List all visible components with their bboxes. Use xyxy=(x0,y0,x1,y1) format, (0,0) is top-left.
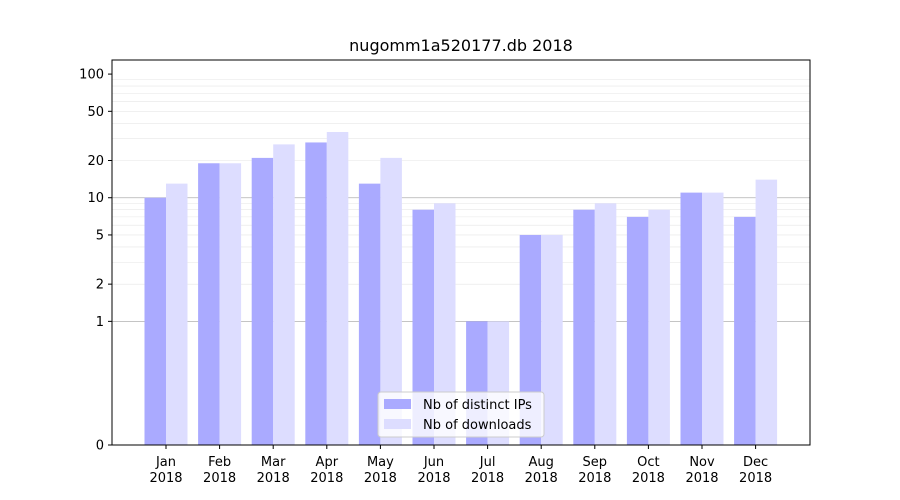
axes: 0 1 2 5 10 20 50 100 Jan 2018 Feb 2018 Mar 2018 Apr 201… xyxy=(79,59,811,486)
bar-distinct-ips xyxy=(358,183,381,445)
bar-downloads xyxy=(594,203,617,445)
bar-downloads xyxy=(434,203,456,445)
plot-frame xyxy=(111,59,811,446)
bar-distinct-ips xyxy=(251,157,274,446)
chart-title: nugomm1a520177.db 2018 xyxy=(349,36,573,55)
x-tick-label: Feb 2018 xyxy=(203,455,236,486)
bar-distinct-ips xyxy=(680,192,702,445)
legend-box xyxy=(377,391,545,438)
legend-swatch xyxy=(384,399,411,409)
y-tick-label: 0 xyxy=(96,439,104,454)
bar-downloads xyxy=(702,192,724,445)
legend-label: Nb of distinct IPs xyxy=(423,398,532,413)
x-tick-label: Aug 2018 xyxy=(525,455,558,486)
x-tick-label: Oct 2018 xyxy=(632,455,665,486)
bar-downloads xyxy=(380,157,402,446)
bar-downloads xyxy=(273,144,295,445)
y-tick-label: 20 xyxy=(87,154,104,169)
x-tick-label: Apr 2018 xyxy=(310,455,343,486)
x-tick-label: Jul 2018 xyxy=(471,455,504,486)
y-tick-label: 10 xyxy=(87,191,104,206)
bar-downloads xyxy=(541,234,563,445)
bar-distinct-ips xyxy=(198,163,220,445)
y-tick-label: 1 xyxy=(96,315,104,330)
bar-downloads xyxy=(326,132,349,446)
x-tick-label: Jan 2018 xyxy=(149,455,182,486)
bar-distinct-ips xyxy=(573,209,595,445)
y-tick-label: 50 xyxy=(87,105,104,120)
x-tick-label: Sep 2018 xyxy=(578,455,611,486)
bar-distinct-ips xyxy=(305,142,327,445)
x-tick-label: Nov 2018 xyxy=(685,455,718,486)
bar-downloads xyxy=(648,209,670,445)
x-tick-label: Dec 2018 xyxy=(739,455,772,486)
y-tick-label: 2 xyxy=(96,278,104,293)
y-tick-label: 5 xyxy=(96,228,104,243)
x-tick-label: May 2018 xyxy=(364,455,397,486)
x-tick-label: Jun 2018 xyxy=(417,455,450,486)
bars xyxy=(144,132,778,446)
bar-downloads xyxy=(219,163,242,445)
bar-distinct-ips xyxy=(734,216,756,445)
bar-downloads xyxy=(166,183,188,445)
legend: Nb of distinct IPs Nb of downloads xyxy=(377,391,545,438)
bar-distinct-ips xyxy=(626,216,649,445)
y-tick-label: 100 xyxy=(79,68,104,83)
bar-distinct-ips xyxy=(144,197,166,445)
bar-distinct-ips xyxy=(412,209,434,445)
x-tick-label: Mar 2018 xyxy=(257,455,290,486)
legend-label: Nb of downloads xyxy=(423,418,532,433)
bar-downloads xyxy=(755,179,778,446)
legend-swatch xyxy=(384,419,411,429)
